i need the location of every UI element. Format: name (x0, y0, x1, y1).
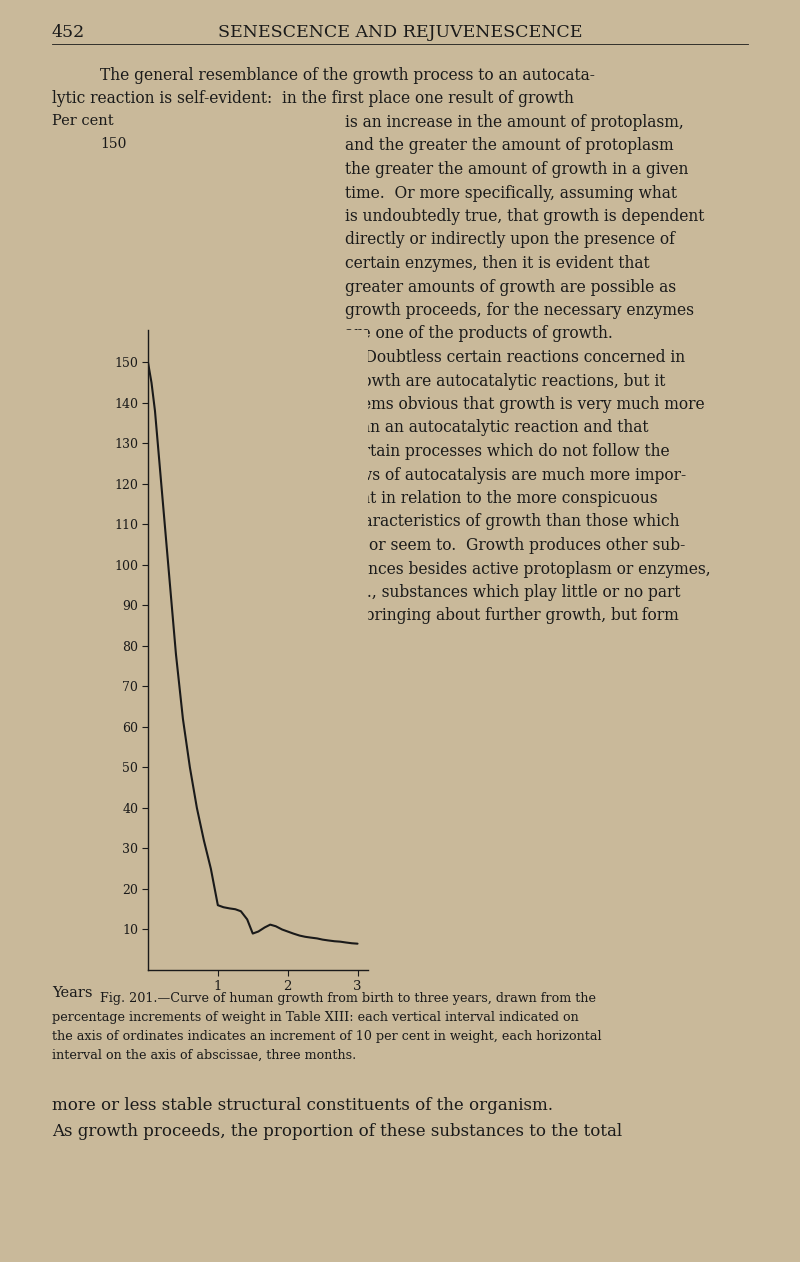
Text: is an increase in the amount of protoplasm,: is an increase in the amount of protopla… (345, 114, 684, 131)
Text: interval on the axis of abscissae, three months.: interval on the axis of abscissae, three… (52, 1049, 356, 1063)
Text: viz., substances which play little or no part: viz., substances which play little or no… (345, 584, 681, 601)
Text: time.  Or more specifically, assuming what: time. Or more specifically, assuming wha… (345, 184, 677, 202)
Text: are one of the products of growth.: are one of the products of growth. (345, 326, 613, 342)
Text: laws of autocatalysis are much more impor-: laws of autocatalysis are much more impo… (345, 467, 686, 483)
Text: more or less stable structural constituents of the organism.: more or less stable structural constitue… (52, 1097, 553, 1114)
Text: certain processes which do not follow the: certain processes which do not follow th… (345, 443, 670, 461)
Text: greater amounts of growth are possible as: greater amounts of growth are possible a… (345, 279, 676, 295)
Text: and the greater the amount of protoplasm: and the greater the amount of protoplasm (345, 138, 674, 154)
Text: SENESCENCE AND REJUVENESCENCE: SENESCENCE AND REJUVENESCENCE (218, 24, 582, 40)
Text: is undoubtedly true, that growth is dependent: is undoubtedly true, that growth is depe… (345, 208, 704, 225)
Text: Years: Years (52, 986, 93, 1000)
Text: in bringing about further growth, but form: in bringing about further growth, but fo… (345, 607, 678, 625)
Text: The general resemblance of the growth process to an autocata-: The general resemblance of the growth pr… (100, 67, 595, 85)
Text: the axis of ordinates indicates an increment of 10 per cent in weight, each hori: the axis of ordinates indicates an incre… (52, 1030, 602, 1042)
Text: characteristics of growth than those which: characteristics of growth than those whi… (345, 514, 679, 530)
Text: directly or indirectly upon the presence of: directly or indirectly upon the presence… (345, 231, 675, 249)
Text: 150: 150 (100, 138, 126, 151)
Text: stances besides active protoplasm or enzymes,: stances besides active protoplasm or enz… (345, 560, 710, 578)
Text: tant in relation to the more conspicuous: tant in relation to the more conspicuous (345, 490, 658, 507)
Text: than an autocatalytic reaction and that: than an autocatalytic reaction and that (345, 419, 649, 437)
Text: Fig. 201.—Curve of human growth from birth to three years, drawn from the: Fig. 201.—Curve of human growth from bir… (100, 992, 596, 1005)
Text: growth proceeds, for the necessary enzymes: growth proceeds, for the necessary enzym… (345, 302, 694, 319)
Text: the greater the amount of growth in a given: the greater the amount of growth in a gi… (345, 162, 688, 178)
Text: Per cent: Per cent (52, 114, 114, 127)
Text: growth are autocatalytic reactions, but it: growth are autocatalytic reactions, but … (345, 372, 666, 390)
Text: As growth proceeds, the proportion of these substances to the total: As growth proceeds, the proportion of th… (52, 1123, 622, 1140)
Text: 452: 452 (52, 24, 86, 40)
Text: percentage increments of weight in Table XIII: each vertical interval indicated : percentage increments of weight in Table… (52, 1011, 578, 1023)
Text: do or seem to.  Growth produces other sub-: do or seem to. Growth produces other sub… (345, 538, 686, 554)
Text: certain enzymes, then it is evident that: certain enzymes, then it is evident that (345, 255, 650, 273)
Text: Doubtless certain reactions concerned in: Doubtless certain reactions concerned in (345, 350, 685, 366)
Text: lytic reaction is self-evident:  in the first place one result of growth: lytic reaction is self-evident: in the f… (52, 90, 574, 107)
Text: seems obvious that growth is very much more: seems obvious that growth is very much m… (345, 396, 705, 413)
